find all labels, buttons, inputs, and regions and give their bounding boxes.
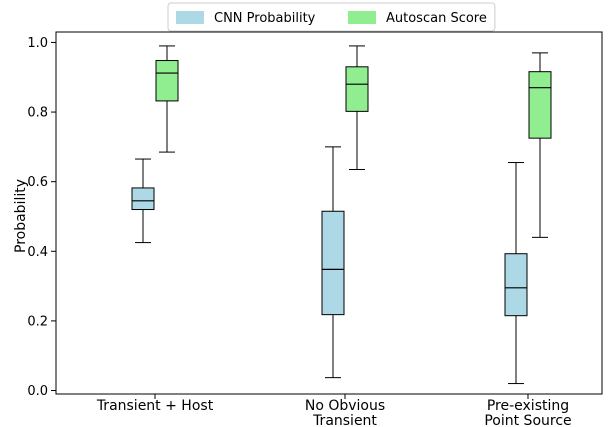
legend-frame: [167, 2, 496, 32]
box-cnn-probability: [131, 158, 155, 244]
y-tick-label: 0.4: [27, 245, 48, 260]
legend: CNN Probability Autoscan Score: [167, 2, 496, 32]
legend-swatch: [176, 11, 204, 24]
y-tick-label: 0.8: [27, 106, 48, 121]
legend-label: Autoscan Score: [386, 11, 487, 26]
box-autoscan-score: [528, 52, 552, 238]
plot-area: [55, 31, 603, 395]
x-tick-label: Point Source: [484, 413, 571, 427]
box-cnn-probability: [321, 146, 345, 379]
y-tick-label: 0.6: [27, 175, 48, 190]
legend-label: CNN Probability: [214, 11, 316, 26]
y-tick-label: 0.0: [27, 384, 48, 399]
plot-frame: [55, 31, 603, 395]
box-cnn-probability: [504, 162, 528, 385]
iqr-box: [155, 60, 179, 102]
box-autoscan-score: [345, 45, 369, 170]
box-autoscan-score: [155, 45, 179, 153]
iqr-box: [321, 210, 345, 316]
x-tick-label: Pre-existing: [487, 398, 569, 414]
y-tick-label: 0.2: [27, 314, 48, 329]
iqr-box: [131, 187, 155, 211]
x-tick-label: Transient + Host: [96, 398, 214, 414]
iqr-box: [345, 66, 369, 112]
x-tick-label: No Obvious: [305, 398, 385, 414]
y-axis-label: Probability: [13, 179, 29, 253]
iqr-box: [528, 71, 552, 139]
legend-swatch: [348, 11, 376, 24]
y-axis: 0.0 0.2 0.4 0.6 0.8 1.0: [27, 36, 56, 399]
x-tick-label: Transient: [312, 413, 377, 427]
y-tick-label: 1.0: [27, 36, 48, 51]
iqr-box: [504, 253, 528, 317]
